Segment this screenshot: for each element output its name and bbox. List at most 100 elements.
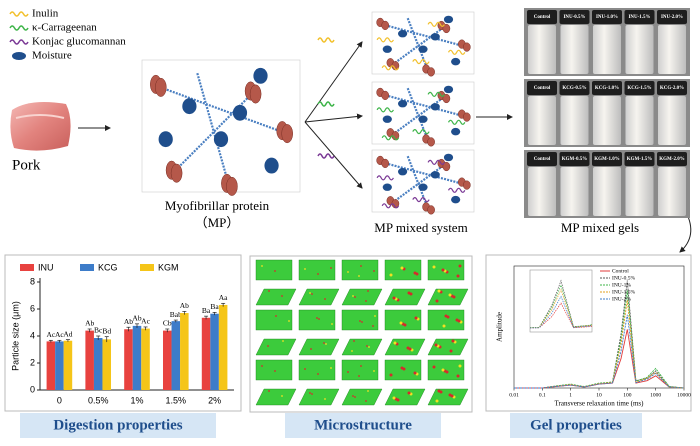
surface-peak bbox=[352, 295, 354, 297]
scene-box bbox=[141, 59, 301, 193]
surface-peak bbox=[451, 339, 455, 343]
legend-swatch bbox=[80, 264, 94, 271]
significance-letter: Ac bbox=[46, 330, 55, 339]
jar-label: INU-2.0% bbox=[661, 15, 683, 20]
x-tick-label: 0.01 bbox=[509, 392, 519, 398]
surface-3d bbox=[341, 388, 383, 406]
surface-peak bbox=[373, 270, 375, 272]
myosin-chain bbox=[381, 93, 465, 118]
legend-label: INU-1.5% bbox=[612, 289, 635, 295]
surface-map bbox=[255, 359, 293, 381]
surface-3d bbox=[298, 388, 340, 406]
surface-peak bbox=[455, 318, 459, 322]
surface-3d bbox=[298, 288, 340, 306]
x-tick-label: 1.5% bbox=[166, 395, 187, 405]
bar bbox=[124, 329, 133, 390]
moisture bbox=[430, 103, 440, 111]
jar-label: KGM-0.5% bbox=[562, 157, 587, 162]
jar-label: KGM-1.5% bbox=[627, 157, 652, 162]
bar bbox=[141, 328, 150, 390]
jar bbox=[625, 25, 654, 74]
inset-box bbox=[529, 269, 593, 333]
moisture-icon bbox=[12, 52, 26, 60]
jar bbox=[560, 167, 589, 216]
surface-peak bbox=[449, 349, 453, 353]
surface-peak bbox=[407, 291, 411, 295]
surface-peak bbox=[413, 271, 417, 275]
polysaccharide bbox=[447, 187, 466, 193]
x-tick-label: 10 bbox=[596, 392, 602, 398]
surface-3d bbox=[427, 338, 469, 356]
pork-label: Pork bbox=[12, 157, 41, 173]
moisture bbox=[418, 115, 428, 123]
arrow bbox=[304, 121, 363, 189]
inset-line bbox=[530, 302, 592, 329]
surface-peak bbox=[365, 400, 367, 402]
moisture bbox=[253, 67, 268, 84]
y-axis-label: Amplitude bbox=[496, 312, 504, 342]
surface-peak bbox=[444, 314, 448, 318]
significance-letter: Ad bbox=[63, 329, 72, 338]
surface-peak bbox=[281, 395, 283, 397]
surface-peak bbox=[275, 315, 277, 317]
polysaccharide bbox=[376, 107, 394, 113]
bar bbox=[55, 341, 64, 390]
surface-map bbox=[427, 309, 465, 331]
polysaccharide bbox=[9, 25, 29, 31]
surface-peak bbox=[318, 318, 320, 320]
legend-label: Konjac glucomannan bbox=[32, 36, 126, 48]
polysaccharide bbox=[376, 37, 394, 43]
legend-label: Inulin bbox=[32, 8, 59, 20]
polysaccharide bbox=[447, 49, 466, 55]
surface-3d bbox=[298, 338, 340, 356]
surface-peak bbox=[347, 271, 349, 273]
polysaccharide bbox=[412, 59, 430, 65]
moisture bbox=[418, 45, 428, 53]
surface-map bbox=[255, 259, 293, 281]
moisture bbox=[382, 45, 392, 53]
surface-peak bbox=[367, 390, 369, 392]
x-tick-label: 10000 bbox=[677, 392, 691, 398]
legend-label: INU bbox=[38, 262, 54, 272]
surface-peak bbox=[393, 341, 397, 345]
myosin-head bbox=[427, 67, 435, 77]
bar bbox=[132, 325, 142, 390]
myosin-chain bbox=[381, 23, 465, 48]
surface-peak bbox=[267, 345, 269, 347]
bar bbox=[218, 304, 228, 390]
jar bbox=[593, 96, 621, 145]
myosin-head bbox=[462, 42, 471, 52]
significance-letter: Bc bbox=[94, 326, 103, 335]
myosin-head bbox=[427, 205, 435, 215]
surface-peak bbox=[309, 392, 311, 394]
moisture bbox=[443, 85, 454, 94]
y-tick-label: 2 bbox=[30, 357, 35, 367]
jar-lid bbox=[527, 81, 557, 95]
surface-peak bbox=[441, 368, 445, 372]
polysaccharide bbox=[9, 11, 29, 17]
surface-peak bbox=[389, 273, 393, 277]
jar-label: KCG-2.0% bbox=[660, 86, 684, 91]
mixed-gels-label: MP mixed gels bbox=[561, 220, 639, 235]
surface-peak bbox=[456, 274, 460, 278]
significance-letter: Ac bbox=[55, 330, 64, 339]
surface-peak bbox=[441, 268, 445, 272]
significance-letter: Bab bbox=[170, 310, 182, 319]
surface-peak bbox=[400, 266, 404, 270]
surface-peak bbox=[324, 398, 326, 400]
significance-letter: Ba bbox=[210, 302, 219, 311]
label-box bbox=[510, 413, 642, 438]
polysaccharide bbox=[427, 159, 445, 165]
polysaccharide bbox=[381, 203, 400, 209]
surface-peak bbox=[359, 320, 361, 322]
surface-peak bbox=[304, 268, 306, 270]
significance-letter: Ab bbox=[124, 317, 133, 326]
surface-peak bbox=[351, 350, 353, 352]
moisture bbox=[398, 29, 408, 38]
surface-peak bbox=[361, 321, 363, 323]
legend-label: κ-Carrageenan bbox=[32, 22, 97, 34]
significance-letter: Ab bbox=[180, 301, 189, 310]
surface-map bbox=[298, 359, 336, 381]
surface-peak bbox=[399, 321, 403, 325]
label-box bbox=[285, 413, 441, 438]
